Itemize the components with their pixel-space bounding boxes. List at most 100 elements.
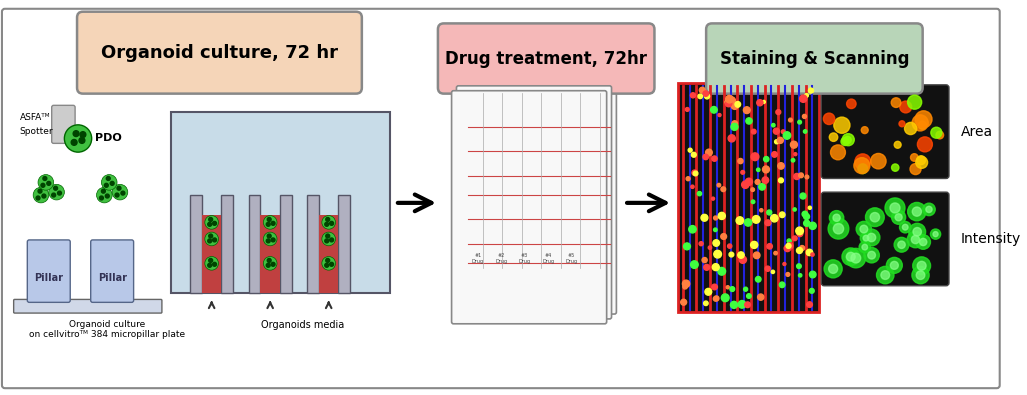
Text: Drug: Drug <box>542 260 555 264</box>
Circle shape <box>725 100 729 104</box>
Circle shape <box>208 218 213 221</box>
Circle shape <box>729 97 735 104</box>
Circle shape <box>727 244 732 248</box>
Circle shape <box>698 94 702 99</box>
Circle shape <box>846 252 855 261</box>
Text: #4: #4 <box>544 252 551 258</box>
Circle shape <box>97 187 112 203</box>
Circle shape <box>796 227 803 235</box>
Circle shape <box>777 163 785 169</box>
Circle shape <box>926 206 933 213</box>
Circle shape <box>702 154 709 160</box>
Circle shape <box>38 189 42 193</box>
Circle shape <box>51 193 55 197</box>
FancyBboxPatch shape <box>28 240 70 302</box>
Circle shape <box>735 102 740 107</box>
Circle shape <box>922 203 936 216</box>
FancyBboxPatch shape <box>452 91 607 324</box>
Circle shape <box>204 256 219 270</box>
Circle shape <box>831 145 845 160</box>
Circle shape <box>898 241 905 248</box>
Circle shape <box>900 101 912 113</box>
Circle shape <box>895 237 909 252</box>
Circle shape <box>744 107 750 113</box>
Circle shape <box>738 301 746 308</box>
Circle shape <box>918 121 926 129</box>
Circle shape <box>798 120 801 124</box>
Circle shape <box>731 123 738 130</box>
Circle shape <box>740 171 745 174</box>
Circle shape <box>105 183 108 187</box>
FancyBboxPatch shape <box>170 112 390 293</box>
FancyBboxPatch shape <box>222 195 233 293</box>
Circle shape <box>915 111 933 128</box>
Circle shape <box>726 286 729 289</box>
Circle shape <box>330 238 334 242</box>
Circle shape <box>908 202 926 221</box>
Circle shape <box>811 253 814 256</box>
Circle shape <box>741 181 749 188</box>
Circle shape <box>807 302 812 307</box>
Circle shape <box>731 102 738 109</box>
Circle shape <box>854 154 871 170</box>
Circle shape <box>730 287 734 292</box>
Circle shape <box>42 194 46 198</box>
Circle shape <box>891 98 901 107</box>
Circle shape <box>712 284 718 290</box>
Circle shape <box>712 156 717 161</box>
Circle shape <box>803 214 809 220</box>
Circle shape <box>786 273 790 276</box>
Circle shape <box>121 191 125 195</box>
Circle shape <box>789 118 792 122</box>
Circle shape <box>204 216 219 229</box>
Circle shape <box>797 264 801 269</box>
Circle shape <box>794 173 800 180</box>
Circle shape <box>746 118 752 124</box>
Circle shape <box>864 248 879 263</box>
Circle shape <box>805 175 808 179</box>
Circle shape <box>757 168 760 171</box>
Circle shape <box>896 214 902 221</box>
Circle shape <box>688 148 692 152</box>
Circle shape <box>841 137 849 145</box>
Circle shape <box>787 243 793 249</box>
Circle shape <box>213 221 217 225</box>
Circle shape <box>33 187 48 203</box>
Circle shape <box>112 184 127 200</box>
Circle shape <box>863 229 880 246</box>
Circle shape <box>824 113 835 124</box>
Circle shape <box>797 231 803 237</box>
Circle shape <box>326 258 330 262</box>
Text: Organoid culture, 72 hr: Organoid culture, 72 hr <box>101 44 338 62</box>
Circle shape <box>899 121 905 127</box>
Circle shape <box>913 228 921 236</box>
Circle shape <box>102 175 117 190</box>
Circle shape <box>47 181 50 185</box>
Circle shape <box>779 282 785 288</box>
FancyBboxPatch shape <box>77 12 362 94</box>
Circle shape <box>682 280 690 288</box>
Circle shape <box>762 100 765 103</box>
Circle shape <box>267 234 271 238</box>
Circle shape <box>271 262 275 266</box>
Circle shape <box>866 208 884 227</box>
Circle shape <box>794 153 797 156</box>
FancyBboxPatch shape <box>822 85 949 179</box>
Circle shape <box>917 137 933 152</box>
Circle shape <box>714 216 718 220</box>
Circle shape <box>829 133 838 141</box>
Circle shape <box>802 211 808 217</box>
Circle shape <box>910 164 921 175</box>
Circle shape <box>765 266 770 271</box>
Circle shape <box>853 158 870 174</box>
Circle shape <box>804 220 809 226</box>
Circle shape <box>787 239 791 243</box>
FancyBboxPatch shape <box>461 81 616 314</box>
Circle shape <box>721 294 729 302</box>
FancyBboxPatch shape <box>678 83 820 312</box>
Circle shape <box>842 248 860 265</box>
Circle shape <box>752 200 755 203</box>
Circle shape <box>885 198 905 218</box>
Circle shape <box>703 264 710 270</box>
Circle shape <box>58 191 62 195</box>
